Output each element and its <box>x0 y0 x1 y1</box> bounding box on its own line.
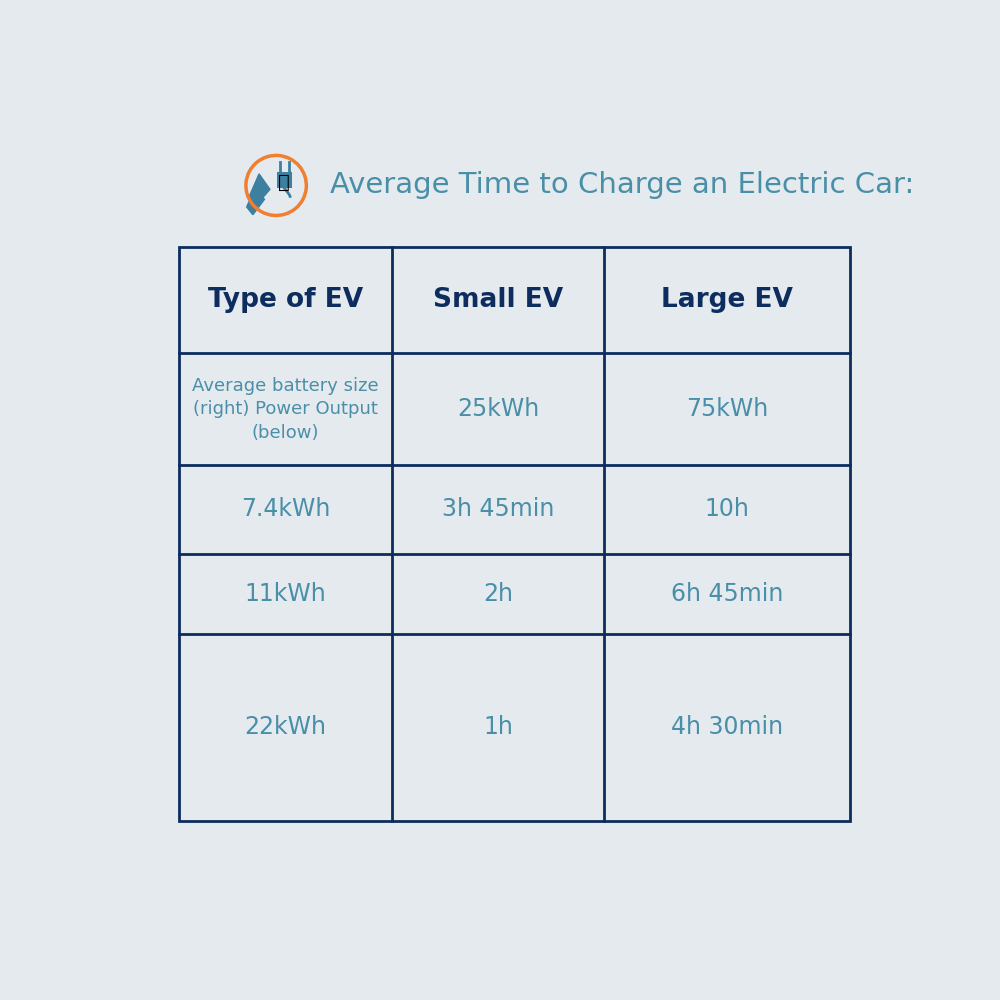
Bar <box>179 247 850 821</box>
Text: Average Time to Charge an Electric Car:: Average Time to Charge an Electric Car: <box>330 171 915 199</box>
Text: 4h 30min: 4h 30min <box>671 715 783 739</box>
Text: 11kWh: 11kWh <box>245 582 326 606</box>
Text: 7.4kWh: 7.4kWh <box>241 497 330 521</box>
Text: 6h 45min: 6h 45min <box>671 582 783 606</box>
Text: Large EV: Large EV <box>661 287 793 313</box>
Text: Small EV: Small EV <box>433 287 563 313</box>
Text: 3h 45min: 3h 45min <box>442 497 554 521</box>
FancyBboxPatch shape <box>277 172 292 188</box>
Text: 1h: 1h <box>483 715 513 739</box>
Text: 2h: 2h <box>483 582 513 606</box>
Text: 🔌: 🔌 <box>278 173 290 192</box>
Text: 10h: 10h <box>705 497 749 521</box>
Polygon shape <box>247 189 264 215</box>
Text: Average battery size
(right) Power Output
(below): Average battery size (right) Power Outpu… <box>192 377 379 442</box>
Text: 25kWh: 25kWh <box>457 397 539 421</box>
Text: 22kWh: 22kWh <box>245 715 327 739</box>
Text: Type of EV: Type of EV <box>208 287 363 313</box>
Polygon shape <box>249 174 270 205</box>
Text: 75kWh: 75kWh <box>686 397 768 421</box>
